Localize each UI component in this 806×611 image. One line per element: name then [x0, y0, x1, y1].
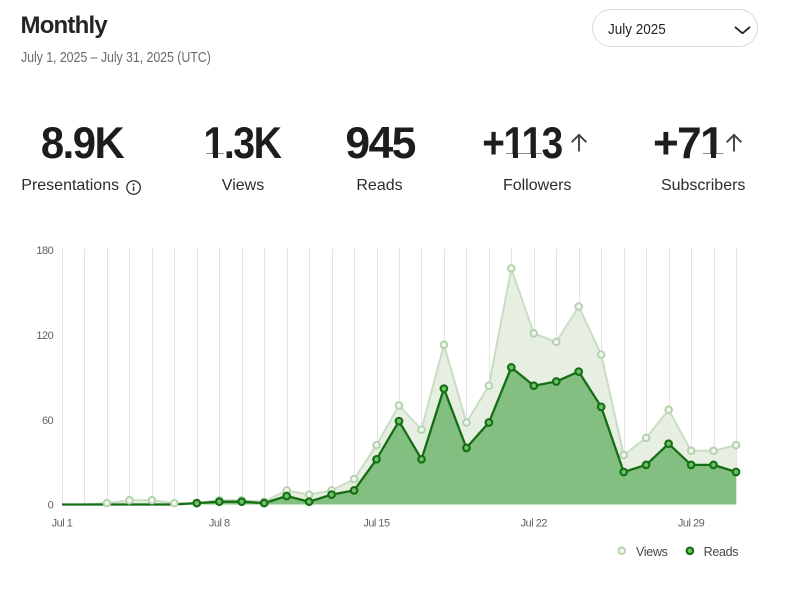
svg-text:0: 0 — [48, 500, 54, 512]
svg-text:Jul 22: Jul 22 — [521, 518, 548, 530]
svg-text:Reads: Reads — [704, 545, 739, 559]
svg-text:Jul 15: Jul 15 — [363, 518, 390, 530]
svg-text:180: 180 — [36, 245, 53, 257]
svg-text:120: 120 — [36, 330, 53, 342]
svg-text:60: 60 — [42, 415, 54, 427]
svg-text:Jul 8: Jul 8 — [209, 518, 230, 530]
svg-text:Views: Views — [636, 545, 668, 559]
svg-text:Jul 1: Jul 1 — [52, 518, 73, 530]
svg-text:Jul 29: Jul 29 — [678, 518, 705, 530]
